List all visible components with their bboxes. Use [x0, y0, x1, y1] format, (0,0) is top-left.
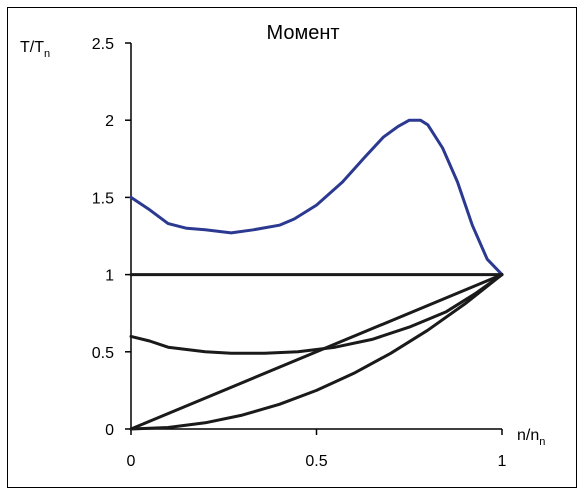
x-axis-label-sub: n: [539, 436, 545, 448]
y-axis-label-main: T/T: [20, 39, 44, 56]
x-tick-label: 1: [498, 453, 507, 470]
y-tick-label: 0.5: [92, 345, 114, 362]
chart-title: Момент: [266, 22, 339, 44]
x-tick-label: 0.5: [305, 453, 327, 470]
x-axis-label-main: n/n: [517, 427, 539, 444]
y-tick-label: 1.5: [92, 190, 114, 207]
x-axis-label: n/nn: [517, 427, 545, 448]
x-tick-label: 0: [127, 453, 136, 470]
series-line-3: [129, 273, 504, 355]
y-tick-label: 2.5: [92, 36, 114, 53]
y-axis-label-sub: n: [44, 48, 50, 60]
series-line-5: [129, 273, 504, 431]
y-tick-label: 2: [105, 113, 114, 130]
y-tick-label: 1: [105, 268, 114, 285]
y-tick-label: 0: [105, 422, 114, 439]
series-line-1: [129, 118, 504, 277]
series-line-4: [129, 273, 504, 431]
y-axis-label: T/Tn: [20, 39, 50, 60]
